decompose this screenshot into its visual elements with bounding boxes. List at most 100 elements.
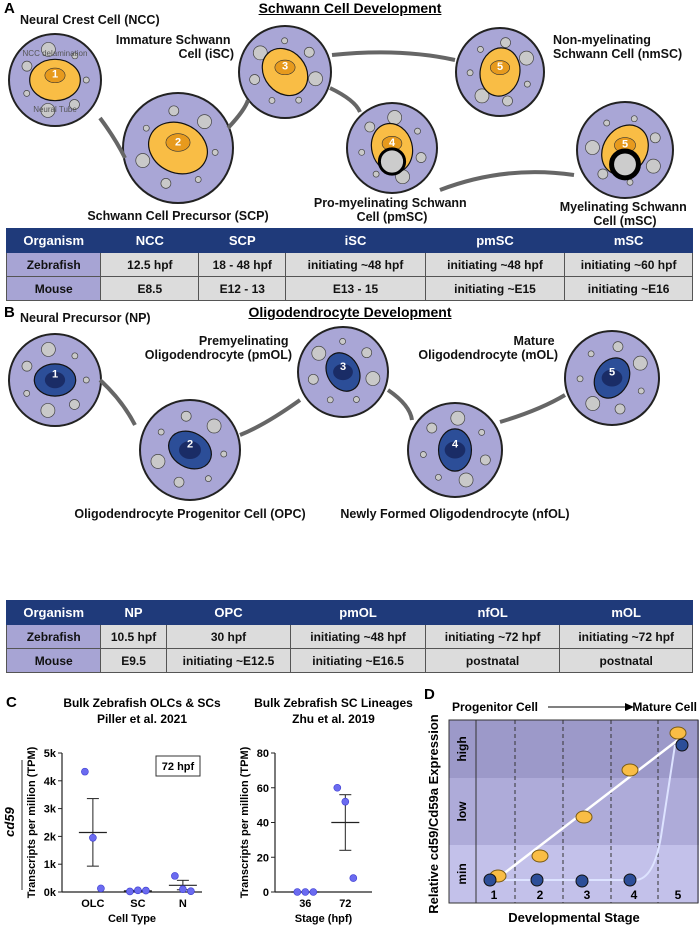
x-tick-label: 72 <box>339 898 351 910</box>
stage-number: 5 <box>497 61 503 73</box>
vesicle <box>205 475 212 482</box>
table-cell: E9.5 <box>100 648 167 673</box>
cell-type-label: Myelinating Schwann Cell (mSC) <box>560 200 691 228</box>
table-header: Organism <box>5 600 102 625</box>
axon <box>377 147 407 176</box>
table-cell: initiating ~48 hpf <box>424 252 566 277</box>
vesicle <box>364 121 376 133</box>
nucleus <box>44 371 66 389</box>
cell-type-label: Mature Oligodendrocyte (mOL) <box>418 334 558 362</box>
table-row: Zebrafish 10.5 hpf 30 hpf initiating ~48 hp… <box>5 624 693 649</box>
transition-arrow <box>499 393 567 424</box>
vesicle <box>646 158 661 174</box>
relative-expression-diagram: Progenitor Cell Mature Cell high low min Rela… <box>426 700 699 925</box>
panel-d-label: D <box>424 686 435 703</box>
vesicle <box>649 132 661 144</box>
vesicle <box>365 371 381 386</box>
vesicle <box>82 376 90 384</box>
vesicle <box>71 352 79 360</box>
chart-title: Bulk Zebrafish OLCs & SCs <box>63 696 221 710</box>
vesicle <box>387 110 403 125</box>
stage-label: 3 <box>584 888 591 902</box>
vesicle <box>474 88 490 104</box>
schwann-cell-icon <box>575 810 593 824</box>
vesicle <box>41 42 56 57</box>
vesicle <box>626 178 634 186</box>
transition-arrow <box>98 116 127 159</box>
y-axis-label: Relative cd59/Cd59a Expression <box>426 714 441 913</box>
vesicle <box>353 396 360 403</box>
y-axis-label: Transcripts per million (TPM) <box>26 746 38 898</box>
table-cell: 30 hpf <box>165 624 292 649</box>
nucleus <box>601 369 623 387</box>
oligodendrocyte-icon <box>575 874 589 888</box>
data-point <box>89 833 97 842</box>
vesicle <box>597 168 609 180</box>
table-cell: Mouse <box>5 648 102 673</box>
table-header: NP <box>100 600 167 625</box>
nucleus <box>44 67 66 84</box>
transition-arrow <box>329 86 362 113</box>
cell-type-label: Neural Precursor (NP) <box>20 311 151 325</box>
cell-type-label: Neural Crest Cell (NCC) <box>20 13 160 27</box>
transition-arrow <box>386 388 414 421</box>
schwann-diagram: 1 Neural Crest Cell (NCC) 2 Schwann Cell Pr… <box>8 13 691 228</box>
x-axis-label: Developmental Stage <box>508 910 640 925</box>
cd59-expression-charts: cd59 Bulk Zebrafish OLCs & SCs Piller et a… <box>2 696 413 925</box>
data-point <box>293 888 302 896</box>
cell-type-label: Oligodendrocyte Progenitor Cell (OPC) <box>74 507 305 521</box>
nucleus <box>165 133 191 152</box>
vesicle <box>69 99 80 110</box>
vesicle <box>372 170 380 178</box>
stage-number: 2 <box>187 439 193 451</box>
vesicle <box>21 60 33 72</box>
table-cell: postnatal <box>424 648 561 673</box>
vesicle <box>157 428 165 436</box>
nucleus <box>444 441 466 459</box>
schwann-timing-table: Organism NCC SCP iSC pmSC mSC Zebrafish 12.5 hp… <box>5 228 693 301</box>
chart-title: Bulk Zebrafish SC Lineages <box>254 696 413 710</box>
gene-label: cd59 <box>2 806 17 836</box>
cell-type-label: Newly Formed Oligodendrocyte (nfOL) <box>340 507 569 521</box>
table-row: Mouse E9.5 initiating ~E12.5 initiating ~E1… <box>5 648 693 673</box>
mature-label: Mature Cell <box>632 700 697 714</box>
vesicle <box>585 140 600 155</box>
vesicle <box>502 95 513 107</box>
cell-type-label: Immature Schwann Cell (iSC) <box>116 33 234 61</box>
panel-c-label: C <box>6 694 17 711</box>
vesicle <box>160 178 172 189</box>
table-cell: initiating ~48 hpf <box>285 252 426 277</box>
vesicle <box>281 37 288 45</box>
vesicle <box>603 119 611 127</box>
x-tick-label: 36 <box>299 898 311 910</box>
stage-number: 1 <box>52 69 58 81</box>
vesicle <box>478 429 486 436</box>
stage-number: 4 <box>389 137 396 149</box>
table-cell: E12 - 13 <box>198 276 287 301</box>
table-cell: initiating ~E12.5 <box>165 648 292 673</box>
ncc-delamination-label: NCC delamination <box>23 49 88 58</box>
vesicle <box>480 454 491 466</box>
table-header: mSC <box>564 228 693 253</box>
vesicle <box>420 451 427 458</box>
stage-number: 5 <box>622 139 628 151</box>
oligodendrocyte-icon <box>483 873 497 887</box>
expression-band <box>449 720 699 778</box>
vesicle <box>194 176 202 183</box>
table-row: Mouse E8.5 E12 - 13 E13 - 15 initiating ~E15… <box>5 276 693 301</box>
y-tick-label: 2k <box>44 831 57 843</box>
panel-b-label: B <box>4 304 15 321</box>
vesicle <box>576 375 584 383</box>
stage-number: 3 <box>282 61 288 73</box>
data-point <box>142 886 150 895</box>
table-cell: Zebrafish <box>5 252 102 277</box>
vesicle <box>426 422 438 434</box>
y-tick-label: 0k <box>44 887 57 899</box>
data-point <box>179 885 187 894</box>
expression-band <box>449 778 699 845</box>
panel-a-label: A <box>4 0 15 17</box>
table-cell: E8.5 <box>100 276 200 301</box>
table-header: SCP <box>198 228 287 253</box>
vesicle <box>268 97 276 104</box>
data-point <box>349 874 358 882</box>
